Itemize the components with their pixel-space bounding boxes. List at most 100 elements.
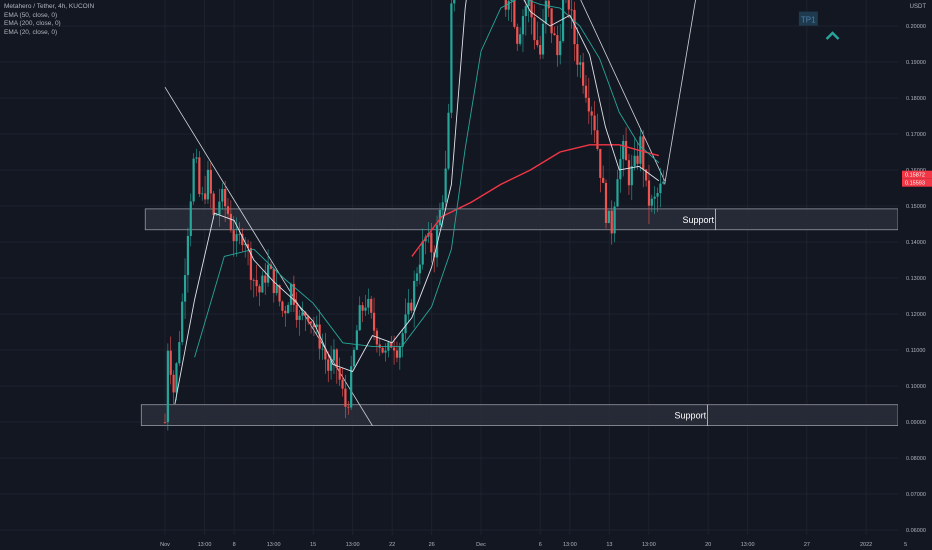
candle: [364, 307, 367, 311]
candle: [178, 342, 181, 364]
support-zone: [140, 404, 899, 427]
candle: [507, 1, 510, 10]
candle: [275, 285, 278, 294]
candle: [610, 210, 613, 234]
candle: [281, 301, 284, 311]
candle: [309, 321, 313, 324]
candle: [249, 248, 253, 280]
projection-line: [664, 0, 696, 185]
candle: [304, 312, 307, 316]
candle: [255, 279, 258, 287]
time-tick-label: 5: [904, 542, 907, 548]
candle: [587, 97, 590, 112]
candle: [561, 0, 565, 42]
tp1-annotation: TP1: [801, 16, 816, 25]
candle: [183, 275, 187, 302]
symbol-title[interactable]: Metahero / Tether, 4h, KUCOIN: [4, 3, 95, 10]
candle: [570, 9, 573, 11]
candle: [647, 180, 651, 206]
candle: [418, 264, 421, 274]
candle: [596, 130, 599, 149]
candle: [441, 202, 444, 210]
candle: [350, 366, 353, 408]
time-tick-label: 13:00: [741, 542, 755, 548]
candle: [415, 273, 419, 281]
candle: [553, 33, 556, 36]
candle: [390, 342, 393, 348]
price-tick-label: 0.19000: [906, 60, 926, 66]
price-tick-label: 0.13000: [906, 276, 926, 282]
candle: [630, 166, 633, 186]
candle: [266, 264, 270, 283]
candle: [435, 225, 439, 258]
candle: [241, 233, 244, 246]
candle: [541, 23, 545, 55]
candle: [226, 206, 230, 214]
time-axis-bg: [0, 536, 898, 550]
candle: [209, 169, 212, 194]
candle: [438, 209, 442, 226]
candle: [215, 214, 218, 216]
candle: [221, 188, 224, 202]
candle: [203, 193, 207, 200]
candle: [244, 244, 247, 246]
time-tick-label: 13: [606, 542, 612, 548]
candle: [235, 234, 238, 242]
candle: [622, 141, 625, 160]
price-tick-label: 0.12000: [906, 312, 926, 318]
candle: [453, 0, 456, 4]
support-zone: [144, 208, 899, 231]
candle: [307, 315, 310, 322]
grid-group: [0, 0, 907, 535]
ema-20-line: [174, 0, 660, 405]
candle: [447, 112, 450, 169]
candle: [252, 279, 255, 281]
time-tick-label: 22: [389, 542, 395, 548]
price-tick-label: 0.06000: [906, 528, 926, 534]
candle: [367, 298, 370, 308]
time-tick-label: Nov: [160, 542, 170, 548]
price-tick-label: 0.17000: [906, 132, 926, 138]
candle: [404, 314, 407, 334]
last-price-tag: 0.15872: [905, 173, 925, 179]
candle: [261, 275, 264, 293]
candle: [166, 350, 169, 423]
price-tick-label: 0.14000: [906, 240, 926, 246]
up-arrow-icon: [825, 31, 840, 40]
candle: [352, 349, 356, 367]
candle: [272, 268, 275, 294]
candle: [335, 349, 338, 369]
candle: [544, 0, 547, 24]
trendline: [580, 0, 666, 181]
ema-50-legend[interactable]: EMA (50, close, 0): [4, 11, 58, 19]
ema-20-legend[interactable]: EMA (20, close, 0): [4, 28, 58, 36]
candle: [229, 213, 232, 231]
candle: [450, 3, 453, 113]
candle: [332, 349, 336, 361]
price-tick-label: 0.09000: [906, 420, 926, 426]
candle: [401, 333, 404, 347]
price-tick-label: 0.15000: [906, 204, 926, 210]
time-tick-label: 20: [705, 542, 711, 548]
price-tick-label: 0.10000: [906, 384, 926, 390]
candle: [312, 323, 316, 327]
price-tick-label: 0.08000: [906, 456, 926, 462]
candle: [372, 312, 376, 331]
candle: [398, 346, 401, 358]
ema-200-legend[interactable]: EMA (200, close, 0): [4, 20, 61, 28]
candle: [421, 241, 424, 265]
candle: [238, 233, 241, 235]
candle: [513, 0, 516, 27]
candle: [573, 9, 576, 45]
time-tick-label: 26: [429, 542, 435, 548]
candle: [355, 330, 358, 350]
candle: [444, 168, 447, 203]
candle: [381, 347, 384, 353]
candle: [172, 374, 175, 393]
time-tick-label: 13:00: [642, 542, 656, 548]
candles-group: [163, 0, 665, 431]
candle: [527, 0, 530, 7]
time-tick-label: 13:00: [198, 542, 212, 548]
